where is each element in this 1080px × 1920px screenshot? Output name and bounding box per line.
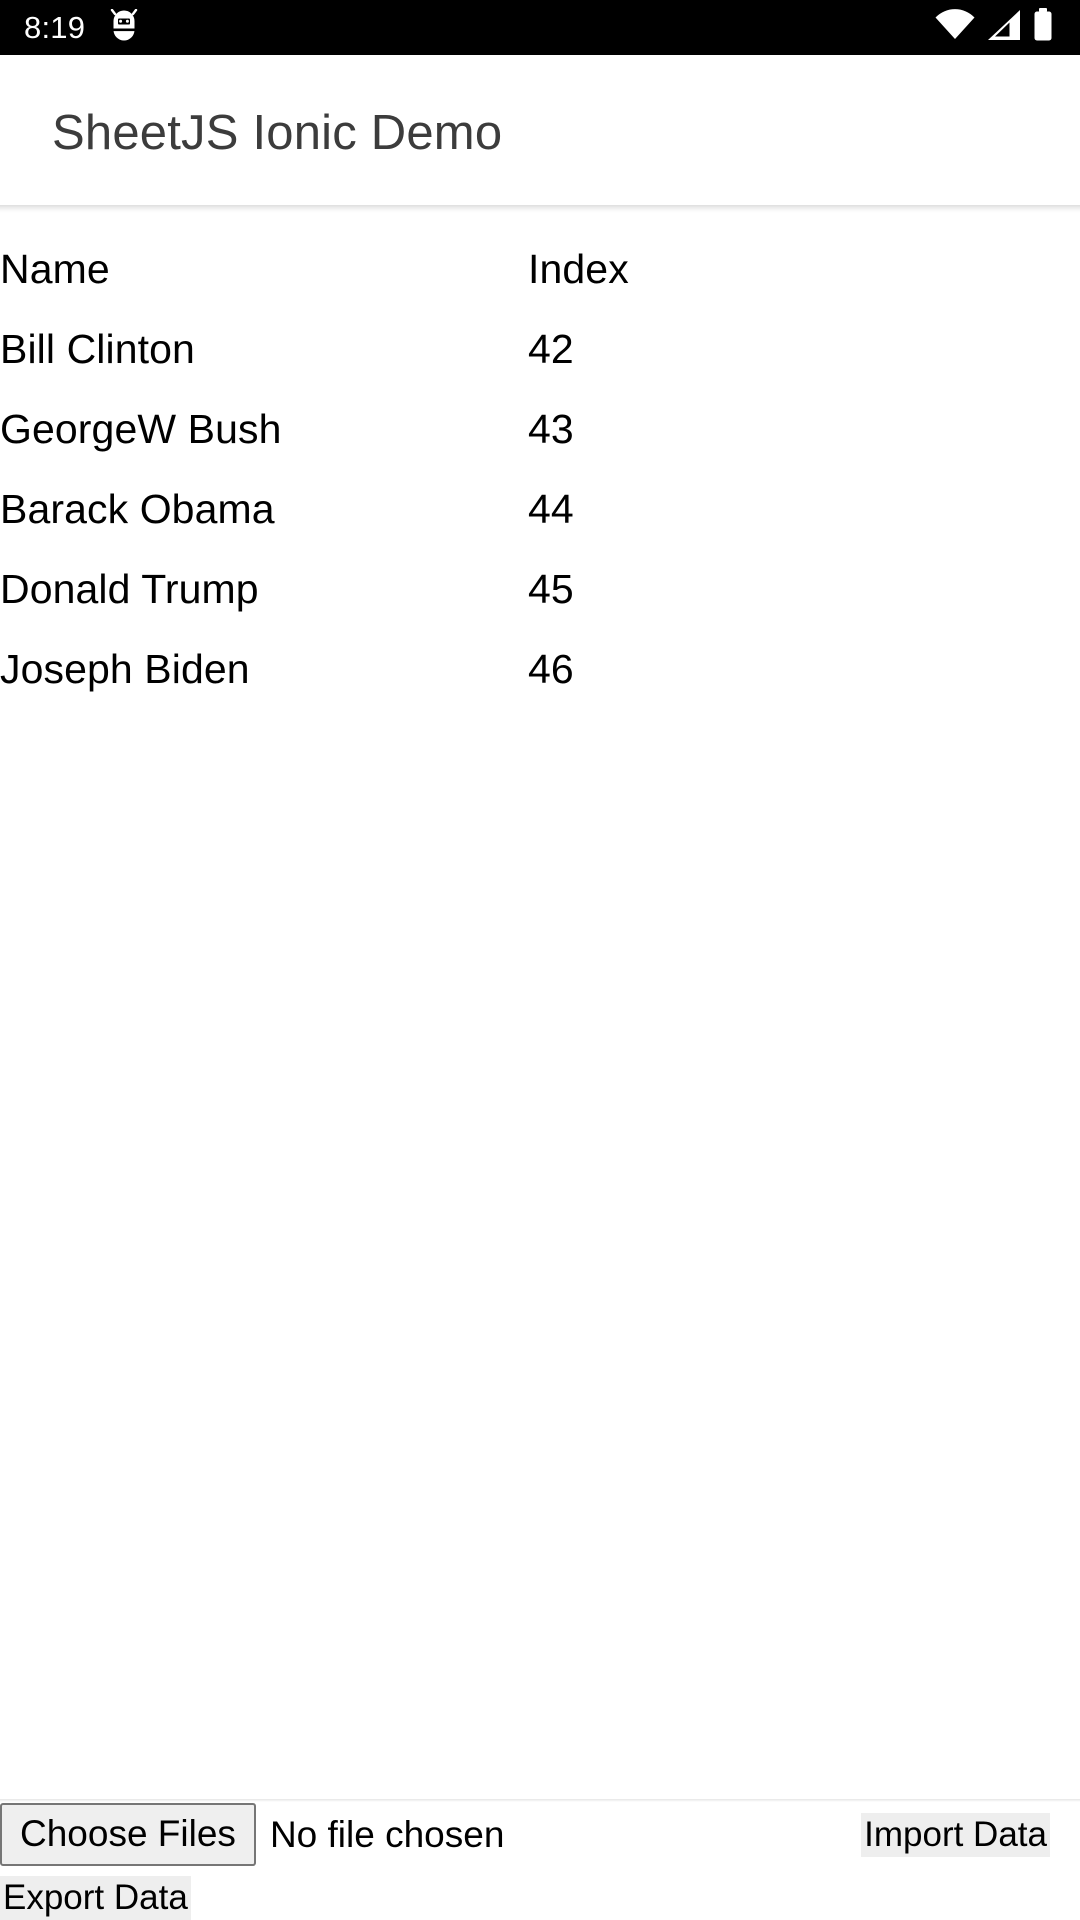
cell-index: 42 xyxy=(528,325,574,372)
battery-icon xyxy=(1032,8,1054,47)
footer-row-secondary: Export Data xyxy=(0,1871,1080,1920)
column-header-index: Index xyxy=(528,245,629,292)
file-chosen-status: No file chosen xyxy=(269,1814,505,1856)
footer-row-primary: Choose Files No file chosen Import Data xyxy=(0,1799,1080,1871)
cell-name: Donald Trump xyxy=(0,565,259,612)
android-bug-icon xyxy=(109,8,139,46)
table-row: Donald Trump 45 xyxy=(0,549,1080,629)
footer-controls: Choose Files No file chosen Import Data … xyxy=(0,1798,1080,1920)
status-bar-left: 8:19 xyxy=(24,8,139,46)
column-header-name: Name xyxy=(0,245,110,292)
status-bar-right xyxy=(934,8,1054,47)
cellular-signal-icon xyxy=(985,9,1023,46)
choose-files-button[interactable]: Choose Files xyxy=(0,1803,256,1867)
table-header-row: Name Index xyxy=(0,229,1080,309)
cell-index: 45 xyxy=(528,565,574,612)
table-header: Name Index xyxy=(0,229,1080,309)
cell-name: Bill Clinton xyxy=(0,325,195,372)
status-bar: 8:19 xyxy=(0,0,1080,55)
table-row: Joseph Biden 46 xyxy=(0,629,1080,709)
cell-index: 43 xyxy=(528,405,574,452)
status-bar-clock: 8:19 xyxy=(24,10,86,45)
cell-name: Barack Obama xyxy=(0,485,275,532)
page-title: SheetJS Ionic Demo xyxy=(52,106,503,161)
wifi-icon xyxy=(934,9,976,46)
table-row: GeorgeW Bush 43 xyxy=(0,389,1080,469)
import-data-button[interactable]: Import Data xyxy=(861,1812,1050,1857)
main-content: Name Index Bill Clinton 42 GeorgeW Bush … xyxy=(0,213,1080,1799)
app-header: SheetJS Ionic Demo xyxy=(0,55,1080,213)
cell-name: Joseph Biden xyxy=(0,645,250,692)
cell-index: 44 xyxy=(528,485,574,532)
table-body: Bill Clinton 42 GeorgeW Bush 43 Barack O… xyxy=(0,309,1080,709)
table-row: Barack Obama 44 xyxy=(0,469,1080,549)
cell-name: GeorgeW Bush xyxy=(0,405,282,452)
export-data-button[interactable]: Export Data xyxy=(0,1875,191,1920)
data-table: Name Index Bill Clinton 42 GeorgeW Bush … xyxy=(0,229,1080,709)
cell-index: 46 xyxy=(528,645,574,692)
file-input-group[interactable]: Choose Files No file chosen xyxy=(0,1803,505,1867)
table-row: Bill Clinton 42 xyxy=(0,309,1080,389)
